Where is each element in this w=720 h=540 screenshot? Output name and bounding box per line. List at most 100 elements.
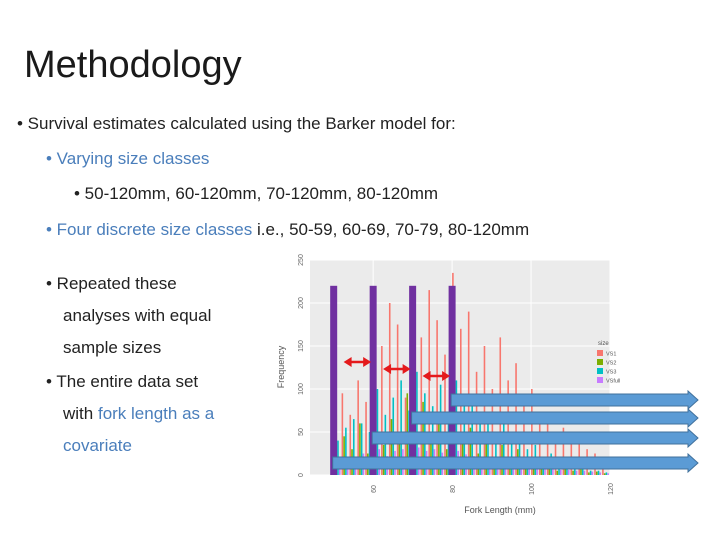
bar-VS2-116	[595, 471, 598, 475]
legend: size VS1 VS2 VS3 VSfull	[597, 341, 620, 385]
bullet-entire-line3: covariate	[63, 436, 132, 455]
y-tick-label: 150	[298, 340, 305, 352]
legend-key-VS1	[597, 350, 603, 356]
fork-length-label: fork length as a	[97, 404, 215, 423]
bar-VSfull-112	[583, 470, 586, 475]
bar-VS1-56	[357, 380, 359, 475]
blue-arrow-70	[411, 407, 699, 429]
x-tick-label: 80	[450, 485, 457, 493]
bar-VSfull-116	[599, 472, 602, 475]
legend-key-VSfull	[597, 377, 603, 383]
bar-VS3-54	[352, 419, 355, 475]
bar-VS1-62	[381, 346, 383, 475]
legend-label-VS3: VS3	[606, 370, 616, 376]
y-tick-label: 0	[298, 473, 305, 477]
bar-VS3-88	[487, 414, 489, 475]
bar-VS3-80	[455, 380, 458, 475]
red-arrow-head-right	[442, 371, 451, 381]
bar-VS1-112	[578, 436, 580, 475]
bar-VS1-84	[467, 311, 470, 475]
x-axis-label: Fork Length (mm)	[464, 505, 536, 515]
bullet-survival-estimates: • Survival estimates calculated using th…	[17, 114, 456, 133]
bar-VS1-102	[538, 423, 541, 475]
bar-VS2-84	[469, 427, 472, 475]
legend-key-VS3	[597, 368, 603, 374]
bar-VSfull-104	[552, 468, 554, 475]
size-class-lines	[330, 285, 456, 475]
bar-VS1-72	[420, 337, 423, 475]
legend-label-VS1: VS1	[606, 352, 616, 358]
bar-VS3-112	[581, 466, 584, 475]
blue-arrow-50	[332, 452, 699, 474]
blue-arrow-60	[371, 427, 699, 449]
bullet-repeated-analyses: • Repeated these analyses with equal sam…	[46, 268, 211, 364]
red-arrow-head-right	[363, 357, 372, 367]
bar-VS1-64	[388, 303, 391, 475]
size-class-line-80	[448, 285, 456, 475]
bar-VS3-78	[447, 414, 450, 475]
discrete-size-classes-label: • Four discrete size classes	[46, 220, 253, 239]
bar-VS1-54	[349, 414, 352, 475]
bar-VS3-52	[345, 427, 347, 475]
bar-VS3-110	[574, 466, 576, 475]
with-label: with	[63, 404, 98, 423]
legend-label-VSfull: VSfull	[606, 379, 620, 385]
size-class-line-70	[409, 285, 417, 475]
bar-VS3-116	[597, 470, 600, 475]
bullet-repeated-line3: sample sizes	[63, 338, 162, 357]
bullet-varying-size-classes: • Varying size classes	[46, 149, 210, 168]
bar-VSfull-108	[567, 469, 570, 475]
red-arrow-head-left	[343, 357, 352, 367]
bar-VS1-58	[365, 401, 367, 475]
bullet-entire-line2: with fork length as a	[46, 398, 214, 430]
x-tick-label: 100	[529, 483, 536, 495]
bar-VS1-94	[507, 380, 509, 475]
bar-VS3-58	[368, 432, 371, 475]
legend-label-VS2: VS2	[606, 361, 616, 367]
bar-VS2-106	[556, 470, 559, 475]
bar-VS3-96	[518, 436, 521, 475]
bullet-entire-data-set: • The entire data set with fork length a…	[46, 366, 214, 462]
slide-title: Methodology	[24, 44, 242, 86]
bar-VSfull-118	[607, 473, 609, 475]
bullet-size-ranges: • 50-120mm, 60-120mm, 70-120mm, 80-120mm	[74, 184, 439, 203]
bar-VS3-90	[495, 432, 497, 475]
arrows	[332, 357, 699, 474]
bar-VS1-52	[341, 393, 344, 475]
bar-VSfull-102	[544, 468, 546, 475]
bar-VS2-114	[588, 472, 590, 475]
x-tick-label: 60	[371, 485, 378, 493]
red-arrow-head-left	[422, 371, 431, 381]
y-tick-label: 250	[298, 254, 305, 266]
red-arrow-head-right	[402, 364, 411, 374]
bullet-discrete-size-classes: • Four discrete size classes i.e., 50-59…	[46, 220, 529, 240]
bar-VS3-118	[605, 472, 608, 475]
bar-VS3-62	[384, 414, 387, 475]
bar-VS1-76	[436, 320, 438, 475]
bar-VS2-76	[438, 423, 440, 475]
bullet-repeated-line2: analyses with equal	[63, 306, 212, 325]
bar-VS1-74	[428, 290, 430, 475]
legend-key-VS2	[597, 359, 603, 365]
bar-VS2-110	[572, 470, 574, 475]
x-axis-ticks: 60 80 100 120	[371, 483, 615, 495]
bar-VS2-118	[603, 473, 606, 475]
bar-VSfull-100	[536, 466, 538, 475]
bar-VSfull-98	[528, 466, 530, 475]
y-tick-label: 100	[298, 383, 305, 395]
size-class-line-50	[330, 285, 338, 475]
y-axis-ticks: 0 50 100 150 200 250	[298, 254, 305, 477]
bullet-repeated-line1: • Repeated these	[46, 274, 177, 293]
bar-VS3-66	[400, 380, 402, 475]
x-tick-label: 120	[608, 483, 615, 495]
bar-VS3-92	[502, 423, 505, 475]
bar-VS1-88	[483, 346, 486, 475]
bar-VS2-88	[485, 436, 488, 475]
bar-VS3-114	[589, 470, 592, 475]
discrete-size-classes-values: i.e., 50-59, 60-69, 70-79, 80-120mm	[252, 220, 530, 239]
fork-length-histogram: 0 50 100 150 200 250 60 80 100 120 Frequency For…	[276, 254, 699, 515]
bar-VS1-108	[562, 427, 565, 475]
size-class-line-60	[369, 285, 377, 475]
y-tick-label: 50	[298, 428, 305, 436]
blue-arrow-80	[450, 389, 699, 411]
